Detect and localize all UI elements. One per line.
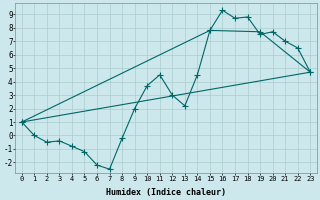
X-axis label: Humidex (Indice chaleur): Humidex (Indice chaleur) [106, 188, 226, 197]
